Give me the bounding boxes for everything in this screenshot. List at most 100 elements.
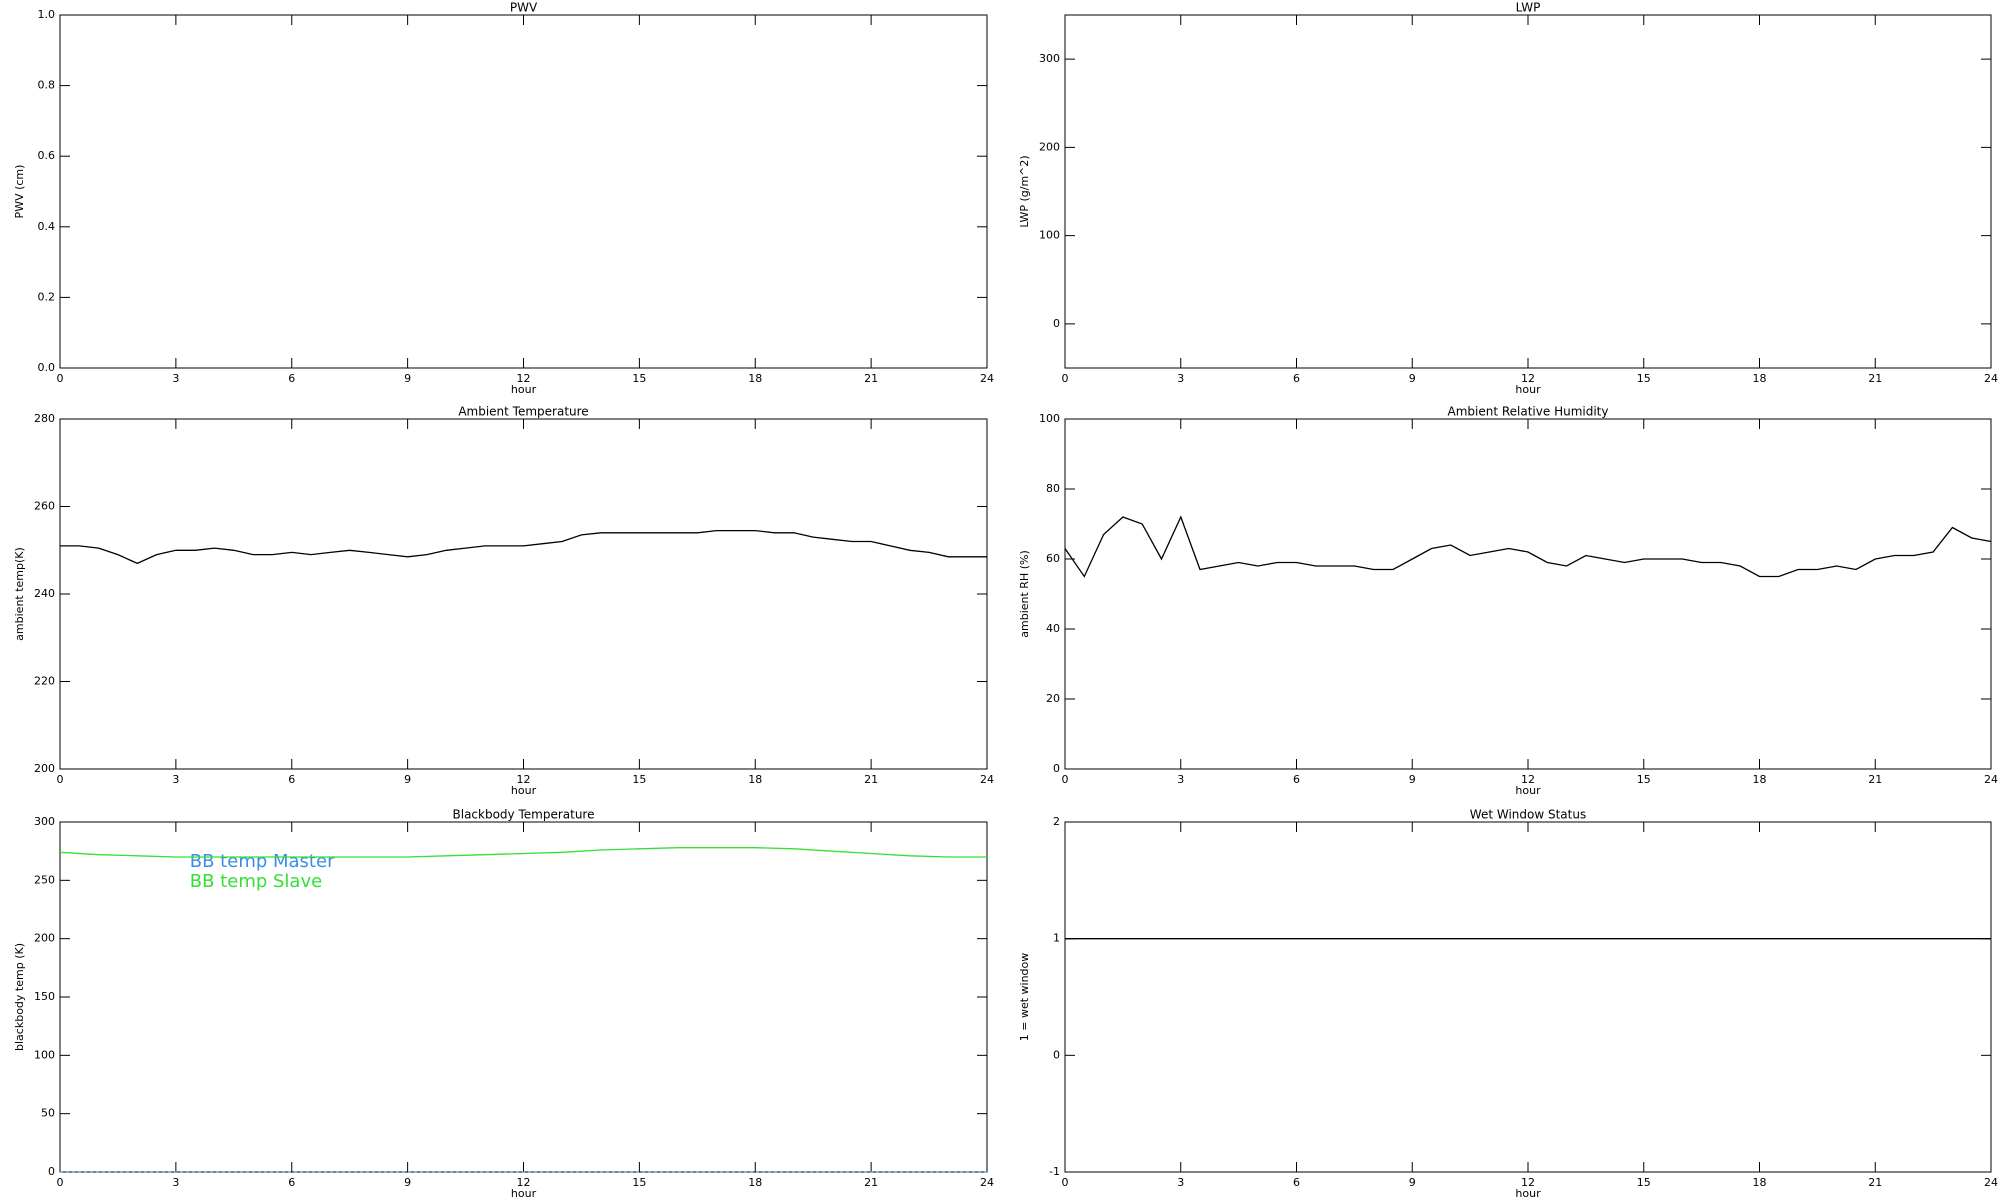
x-tick-label: 15 [1637, 773, 1651, 786]
x-tick-label: 24 [1984, 372, 1998, 385]
y-tick-label: 0.8 [38, 79, 56, 92]
x-tick-label: 6 [288, 1176, 295, 1189]
y-tick-label: 100 [34, 1048, 55, 1061]
y-tick-label: 0.2 [38, 290, 56, 303]
y-tick-label: 220 [34, 675, 55, 688]
chart-title: Blackbody Temperature [453, 808, 595, 822]
x-tick-label: 18 [1753, 372, 1767, 385]
x-tick-label: 21 [864, 1176, 878, 1189]
y-tick-label: 0 [1053, 317, 1060, 330]
x-tick-label: 9 [1409, 1176, 1416, 1189]
x-tick-label: 12 [1521, 773, 1535, 786]
x-tick-label: 18 [748, 773, 762, 786]
y-tick-label: 0 [48, 1165, 55, 1178]
y-tick-label: 280 [34, 412, 55, 425]
x-tick-label: 18 [748, 1176, 762, 1189]
x-tick-label: 3 [172, 773, 179, 786]
x-tick-label: 6 [1293, 372, 1300, 385]
y-tick-label: 40 [1046, 622, 1060, 635]
y-tick-label: 100 [1039, 412, 1060, 425]
x-tick-label: 0 [57, 372, 64, 385]
y-tick-label: 300 [1039, 52, 1060, 65]
x-tick-label: 24 [980, 372, 994, 385]
y-tick-label: 200 [34, 932, 55, 945]
y-axis-label: ambient temp(K) [13, 547, 26, 641]
y-tick-label: 150 [34, 990, 55, 1003]
x-tick-label: 18 [748, 372, 762, 385]
y-tick-label: 1 [1053, 932, 1060, 945]
x-tick-label: 3 [1177, 773, 1184, 786]
y-tick-label: 60 [1046, 552, 1060, 565]
y-axis-label: blackbody temp (K) [13, 943, 26, 1051]
x-tick-label: 15 [1637, 1176, 1651, 1189]
chart-title: Ambient Relative Humidity [1448, 405, 1609, 419]
x-tick-label: 6 [288, 773, 295, 786]
x-tick-label: 3 [1177, 1176, 1184, 1189]
x-tick-label: 18 [1753, 773, 1767, 786]
x-tick-label: 3 [172, 372, 179, 385]
x-tick-label: 24 [1984, 773, 1998, 786]
x-tick-label: 24 [980, 1176, 994, 1189]
x-axis-label: hour [511, 383, 537, 396]
y-tick-label: 200 [34, 762, 55, 775]
x-axis-label: hour [511, 784, 537, 797]
x-tick-label: 21 [864, 372, 878, 385]
x-tick-label: 0 [1062, 372, 1069, 385]
y-tick-label: 0 [1053, 1048, 1060, 1061]
data-line [1064, 515, 1992, 578]
x-tick-label: 24 [1984, 1176, 1998, 1189]
x-tick-label: 24 [980, 773, 994, 786]
x-tick-label: 12 [517, 372, 531, 385]
x-tick-label: 3 [1177, 372, 1184, 385]
y-tick-label: 1.0 [38, 8, 56, 21]
x-tick-label: 21 [864, 773, 878, 786]
y-axis-label: PWV (cm) [13, 165, 26, 219]
x-tick-label: 3 [172, 1176, 179, 1189]
x-tick-label: 0 [57, 773, 64, 786]
x-tick-label: 15 [632, 1176, 646, 1189]
x-tick-label: 9 [1409, 773, 1416, 786]
x-axis-label: hour [1515, 383, 1541, 396]
chart-title: LWP [1516, 1, 1541, 15]
x-tick-label: 15 [632, 773, 646, 786]
y-axis-label: LWP (g/m^2) [1018, 155, 1031, 227]
plot-frame [59, 418, 988, 770]
chart-title: PWV [510, 1, 538, 15]
x-tick-label: 9 [404, 1176, 411, 1189]
plot-frame [1064, 821, 1992, 1173]
y-tick-label: 0.0 [38, 361, 56, 374]
x-tick-label: 15 [1637, 372, 1651, 385]
plot-frame [59, 14, 988, 369]
y-tick-label: 50 [41, 1107, 55, 1120]
y-tick-label: 260 [34, 500, 55, 513]
y-tick-label: 20 [1046, 692, 1060, 705]
x-tick-label: 0 [57, 1176, 64, 1189]
x-tick-label: 12 [517, 773, 531, 786]
x-tick-label: 12 [1521, 1176, 1535, 1189]
x-tick-label: 21 [1868, 773, 1882, 786]
y-tick-label: 0 [1053, 762, 1060, 775]
chart-title: Wet Window Status [1470, 808, 1586, 822]
x-tick-label: 12 [517, 1176, 531, 1189]
plot-frame [1064, 418, 1992, 770]
y-tick-label: 2 [1053, 815, 1060, 828]
x-axis-label: hour [1515, 1187, 1541, 1200]
x-tick-label: 18 [1753, 1176, 1767, 1189]
x-tick-label: 9 [404, 773, 411, 786]
x-tick-label: 12 [1521, 372, 1535, 385]
x-tick-label: 21 [1868, 1176, 1882, 1189]
data-line [59, 847, 987, 858]
x-tick-label: 15 [632, 372, 646, 385]
x-tick-label: 6 [1293, 1176, 1300, 1189]
x-axis-label: hour [511, 1187, 537, 1200]
x-axis-label: hour [1515, 784, 1541, 797]
y-tick-label: 200 [1039, 140, 1060, 153]
plot-frame [1064, 14, 1992, 369]
y-tick-label: -1 [1049, 1165, 1060, 1178]
y-tick-label: 0.4 [38, 220, 56, 233]
y-tick-label: 100 [1039, 229, 1060, 242]
x-tick-label: 21 [1868, 372, 1882, 385]
legend-entry: BB temp Slave [190, 871, 322, 892]
legend-entry: BB temp Master [190, 851, 335, 872]
